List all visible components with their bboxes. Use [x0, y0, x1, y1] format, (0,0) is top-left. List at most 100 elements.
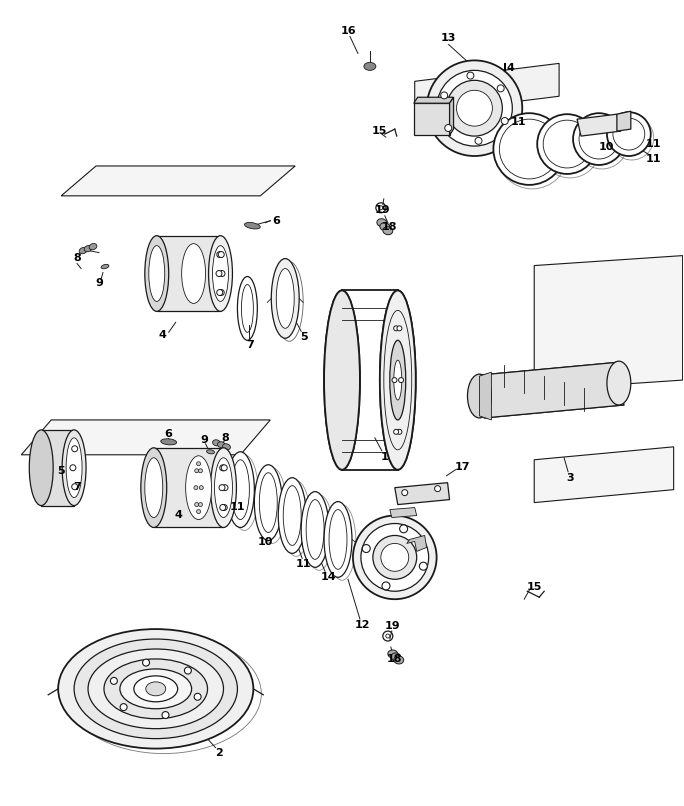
Ellipse shape [573, 113, 625, 165]
Ellipse shape [436, 70, 512, 146]
Polygon shape [21, 420, 270, 455]
Ellipse shape [383, 226, 393, 235]
Ellipse shape [66, 438, 82, 497]
Circle shape [195, 503, 198, 506]
Ellipse shape [390, 340, 406, 420]
Ellipse shape [58, 629, 253, 749]
Ellipse shape [84, 246, 92, 251]
Circle shape [220, 505, 226, 510]
Circle shape [501, 118, 508, 124]
Text: 4: 4 [174, 509, 183, 520]
Ellipse shape [380, 290, 416, 470]
Circle shape [341, 326, 346, 330]
Text: 10: 10 [598, 142, 614, 152]
Ellipse shape [607, 112, 650, 156]
Ellipse shape [537, 114, 597, 174]
Polygon shape [534, 447, 674, 503]
Circle shape [434, 486, 440, 492]
Text: 1: 1 [381, 452, 389, 462]
Polygon shape [577, 114, 621, 136]
Circle shape [337, 377, 341, 383]
Polygon shape [617, 111, 631, 131]
Ellipse shape [276, 268, 294, 328]
Circle shape [219, 271, 225, 276]
Text: 7: 7 [73, 482, 81, 492]
Ellipse shape [213, 246, 228, 301]
Text: 8: 8 [73, 252, 81, 263]
Ellipse shape [88, 649, 224, 729]
Text: 8: 8 [222, 433, 229, 442]
Circle shape [392, 377, 397, 383]
Circle shape [399, 525, 408, 533]
Ellipse shape [74, 639, 237, 738]
Circle shape [338, 430, 343, 434]
Polygon shape [61, 166, 295, 196]
Circle shape [338, 326, 343, 330]
Ellipse shape [301, 492, 329, 567]
Circle shape [72, 446, 78, 451]
Ellipse shape [141, 448, 167, 527]
Text: 11: 11 [646, 154, 661, 164]
Ellipse shape [394, 360, 402, 400]
Circle shape [221, 505, 227, 510]
Text: 11: 11 [230, 501, 245, 512]
Polygon shape [414, 103, 449, 135]
Text: 17: 17 [455, 462, 471, 472]
Polygon shape [390, 508, 417, 517]
Ellipse shape [62, 430, 86, 505]
Text: I4: I4 [503, 64, 515, 73]
Ellipse shape [254, 465, 282, 541]
Text: 12: 12 [355, 620, 371, 630]
Polygon shape [415, 64, 559, 114]
Polygon shape [154, 448, 224, 527]
Ellipse shape [134, 676, 178, 702]
Ellipse shape [145, 235, 169, 311]
Text: 11: 11 [646, 139, 661, 149]
Circle shape [185, 667, 192, 674]
Ellipse shape [391, 653, 401, 661]
Polygon shape [414, 98, 453, 103]
Text: 5: 5 [57, 466, 65, 476]
Circle shape [393, 326, 399, 330]
Ellipse shape [364, 62, 376, 70]
Circle shape [419, 563, 428, 570]
Circle shape [363, 545, 370, 553]
Text: 10: 10 [258, 538, 273, 547]
Circle shape [467, 72, 474, 79]
Text: 19: 19 [375, 205, 391, 214]
Ellipse shape [456, 90, 492, 126]
Circle shape [70, 465, 76, 471]
Circle shape [198, 503, 202, 506]
Circle shape [196, 462, 200, 466]
Circle shape [162, 712, 169, 718]
Ellipse shape [146, 682, 166, 696]
Ellipse shape [334, 340, 350, 420]
Ellipse shape [394, 656, 404, 664]
Polygon shape [449, 98, 453, 135]
Ellipse shape [381, 543, 409, 571]
Text: 19: 19 [385, 621, 401, 631]
Text: 15: 15 [527, 582, 542, 592]
Circle shape [393, 430, 399, 434]
Ellipse shape [207, 450, 215, 454]
Ellipse shape [182, 243, 206, 303]
Text: 14: 14 [320, 572, 336, 582]
Circle shape [497, 85, 504, 92]
Ellipse shape [324, 290, 360, 470]
Circle shape [397, 326, 402, 330]
Ellipse shape [607, 361, 631, 405]
Text: 18: 18 [387, 654, 403, 664]
Circle shape [343, 377, 347, 383]
Polygon shape [479, 362, 624, 418]
Ellipse shape [493, 113, 565, 185]
Polygon shape [407, 535, 427, 551]
Text: 16: 16 [341, 26, 357, 35]
Ellipse shape [209, 235, 233, 311]
Ellipse shape [324, 290, 360, 470]
Ellipse shape [211, 448, 237, 527]
Circle shape [216, 271, 222, 276]
Polygon shape [395, 483, 449, 505]
Ellipse shape [447, 81, 502, 136]
Ellipse shape [222, 444, 231, 450]
Text: 2: 2 [215, 748, 222, 758]
